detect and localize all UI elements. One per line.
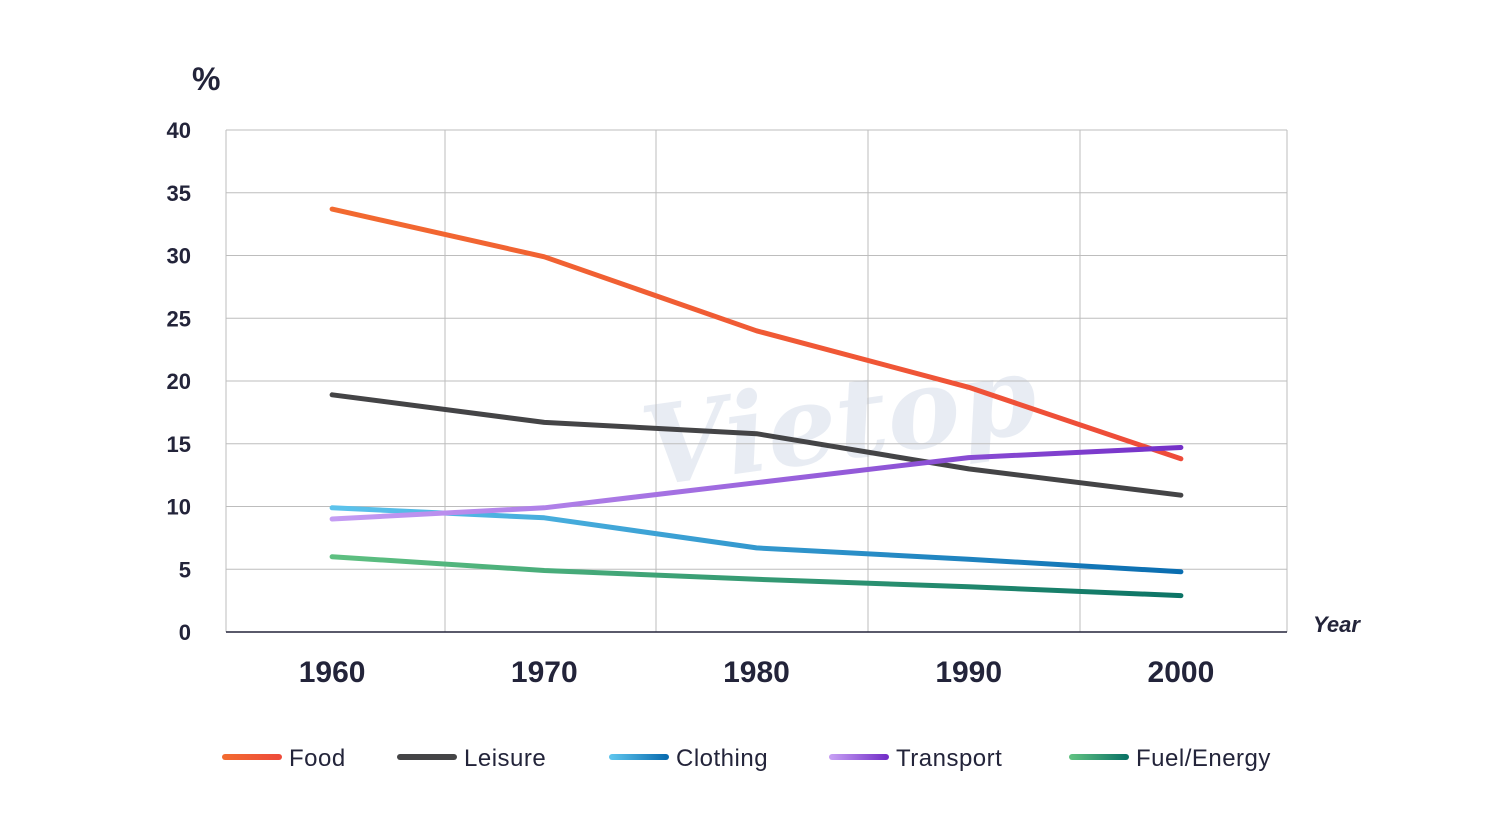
y-tick-label: 35 (167, 181, 191, 206)
legend-label: Food (289, 745, 346, 772)
y-tick-label: 20 (167, 369, 191, 394)
x-tick-label: 1980 (723, 656, 790, 689)
legend-item: Leisure (397, 745, 546, 772)
legend: Food Leisure Clothing Transport Fuel/Energy (222, 745, 1271, 772)
y-tick-label: 5 (179, 557, 191, 582)
x-tick-label: 2000 (1148, 656, 1215, 689)
watermark-text: Vietop (634, 329, 1044, 512)
legend-label: Fuel/Energy (1136, 745, 1271, 772)
legend-item: Clothing (609, 745, 768, 772)
y-tick-label: 40 (167, 118, 191, 143)
x-tick-label: 1960 (299, 656, 366, 689)
legend-label: Transport (896, 745, 1002, 772)
tick-labels: 0 5 10 15 20 25 30 35 40 1960 1970 1980 1990 2000 (167, 118, 1215, 689)
x-tick-label: 1970 (511, 656, 578, 689)
y-tick-label: 10 (167, 495, 191, 520)
legend-item: Food (222, 745, 346, 772)
series-lines (329, 206, 1184, 599)
y-axis-title: % (192, 61, 220, 97)
x-tick-label: 1990 (935, 656, 1002, 689)
y-tick-label: 30 (167, 244, 191, 269)
series-line-leisure (329, 392, 1184, 498)
legend-label: Leisure (464, 745, 546, 772)
grid-lines (225, 129, 1288, 632)
legend-label: Clothing (676, 745, 768, 772)
series-line-transport (329, 445, 1184, 522)
y-tick-label: 0 (179, 620, 191, 645)
series-line-clothing (329, 505, 1184, 575)
x-axis-title: Year (1313, 612, 1361, 637)
y-tick-label: 25 (167, 306, 191, 331)
legend-item: Fuel/Energy (1069, 745, 1271, 772)
series-line-food (329, 206, 1184, 462)
series-line-fuel-energy (329, 554, 1184, 599)
y-tick-label: 15 (167, 432, 191, 457)
legend-item: Transport (829, 745, 1002, 772)
